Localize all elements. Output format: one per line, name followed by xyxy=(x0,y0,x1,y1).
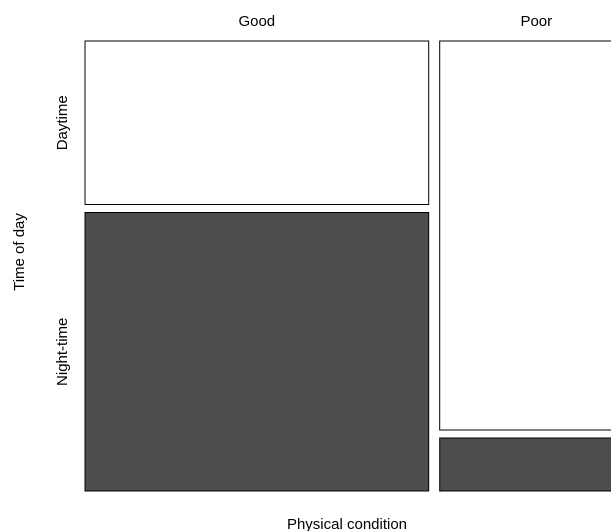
mosaic-cell-good-daytime xyxy=(84,40,430,205)
mosaic-cell-good-night-time xyxy=(84,212,430,492)
x-category-label-poor: Poor xyxy=(520,13,552,30)
y-category-label-night-time: Night-time xyxy=(54,318,71,386)
x-category-label-good: Good xyxy=(238,13,275,30)
mosaic-cell-poor-night-time xyxy=(439,437,611,492)
y-category-label-daytime: Daytime xyxy=(54,95,71,150)
x-axis-title: Physical condition xyxy=(287,516,407,531)
y-axis-title: Time of day xyxy=(11,213,28,291)
mosaic-cell-poor-daytime xyxy=(439,40,611,431)
mosaic-cells xyxy=(84,40,611,492)
